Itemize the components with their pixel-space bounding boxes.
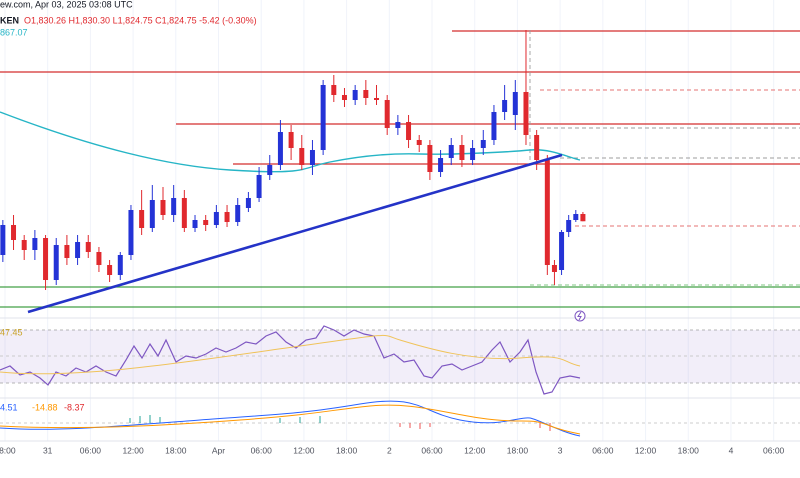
candle-body <box>438 158 444 172</box>
rsi-line <box>0 325 581 395</box>
macd-text: -14.88 <box>32 402 58 412</box>
x-tick-label: 4 <box>729 445 734 455</box>
x-tick-label: 18:00 <box>165 445 187 455</box>
x-tick-label: 18:00 <box>507 445 529 455</box>
candle-body <box>480 140 486 148</box>
candle-body <box>117 255 123 275</box>
candle-body <box>213 212 219 225</box>
candle-body <box>470 148 476 160</box>
candle-body <box>171 198 177 215</box>
candle-body <box>160 200 166 215</box>
candle-body <box>573 214 579 220</box>
rsi-ma-line <box>0 334 581 375</box>
candle-body <box>299 148 305 165</box>
x-tick-label: 18:00 <box>678 445 700 455</box>
candle-body <box>544 160 550 265</box>
candle-body <box>64 245 70 258</box>
macd-line <box>0 400 581 437</box>
candle-body <box>235 205 241 222</box>
candle-body <box>580 214 586 222</box>
macd-text: 4.51 <box>0 402 18 412</box>
candle-body <box>491 112 497 140</box>
candle-body <box>139 210 145 228</box>
ohlc-text: O1,830.26 H1,830.30 L1,824.75 C1,824.75 … <box>24 15 257 25</box>
candle-body <box>551 265 557 272</box>
trend-line <box>27 153 563 314</box>
candle-body <box>534 135 540 160</box>
candle-body <box>559 232 565 270</box>
candle-body <box>245 198 251 208</box>
candle-body <box>448 145 454 158</box>
x-tick-label: 12:00 <box>464 445 486 455</box>
candle-body <box>149 200 155 228</box>
ma-text: 867.07 <box>0 27 28 37</box>
candle-body <box>32 238 38 250</box>
x-tick-label: 18:00 <box>0 445 16 455</box>
x-tick-label: 31 <box>43 445 53 455</box>
candle-body <box>21 240 27 250</box>
event-icon-glyph <box>577 311 582 321</box>
x-tick-label: 06:00 <box>592 445 614 455</box>
candle-body <box>395 122 401 128</box>
candle-body <box>53 245 59 280</box>
candle-body <box>85 242 91 252</box>
candle-body <box>267 165 273 175</box>
candle-body <box>96 252 102 265</box>
candle-body <box>427 145 433 172</box>
x-tick-label: 06:00 <box>80 445 102 455</box>
x-tick-label: 06:00 <box>763 445 785 455</box>
candle-body <box>384 100 390 128</box>
candle-body <box>256 175 262 198</box>
candle-body <box>363 90 369 98</box>
candle-body <box>203 220 209 225</box>
candle-body <box>341 95 347 100</box>
symbol-text: KEN <box>0 15 19 25</box>
candle-body <box>0 225 6 255</box>
x-tick-label: 12:00 <box>122 445 144 455</box>
x-tick-label: 12:00 <box>635 445 657 455</box>
candle-body <box>566 220 572 232</box>
candle-body <box>192 220 198 228</box>
candle-body <box>406 122 412 140</box>
x-tick-label: Apr <box>212 445 225 455</box>
candle-body <box>11 225 17 240</box>
candle-body <box>128 210 134 255</box>
candles <box>0 30 586 290</box>
candle-body <box>309 150 315 165</box>
candle-body <box>277 132 283 165</box>
candle-body <box>107 265 113 275</box>
rsi-text: 47.45 <box>0 327 23 337</box>
candle-body <box>75 242 81 258</box>
candle-body <box>352 90 358 100</box>
candle-body <box>288 132 294 148</box>
rsi-band <box>0 330 800 383</box>
candle-body <box>459 145 465 160</box>
candle-body <box>320 85 326 150</box>
x-tick-label: 2 <box>387 445 392 455</box>
candle-body <box>331 85 337 95</box>
candle-body <box>416 140 422 145</box>
x-tick-label: 18:00 <box>336 445 358 455</box>
source-text: ew.com, Apr 03, 2025 03:08 UTC <box>0 0 133 9</box>
signal-line <box>0 404 581 435</box>
macd-histogram <box>129 415 551 431</box>
x-tick-label: 06:00 <box>421 445 443 455</box>
x-tick-label: 12:00 <box>293 445 315 455</box>
moving-average <box>0 111 581 173</box>
macd-text: -8.37 <box>64 402 85 412</box>
grid <box>4 0 775 441</box>
x-tick-label: 06:00 <box>251 445 273 455</box>
candle-body <box>181 198 187 228</box>
candle-body <box>43 238 49 280</box>
x-tick-label: 3 <box>558 445 563 455</box>
candle-body <box>523 92 529 135</box>
candle-body <box>224 212 230 222</box>
candle-body <box>374 98 380 100</box>
candle-body <box>512 92 518 115</box>
candle-body <box>502 100 508 112</box>
